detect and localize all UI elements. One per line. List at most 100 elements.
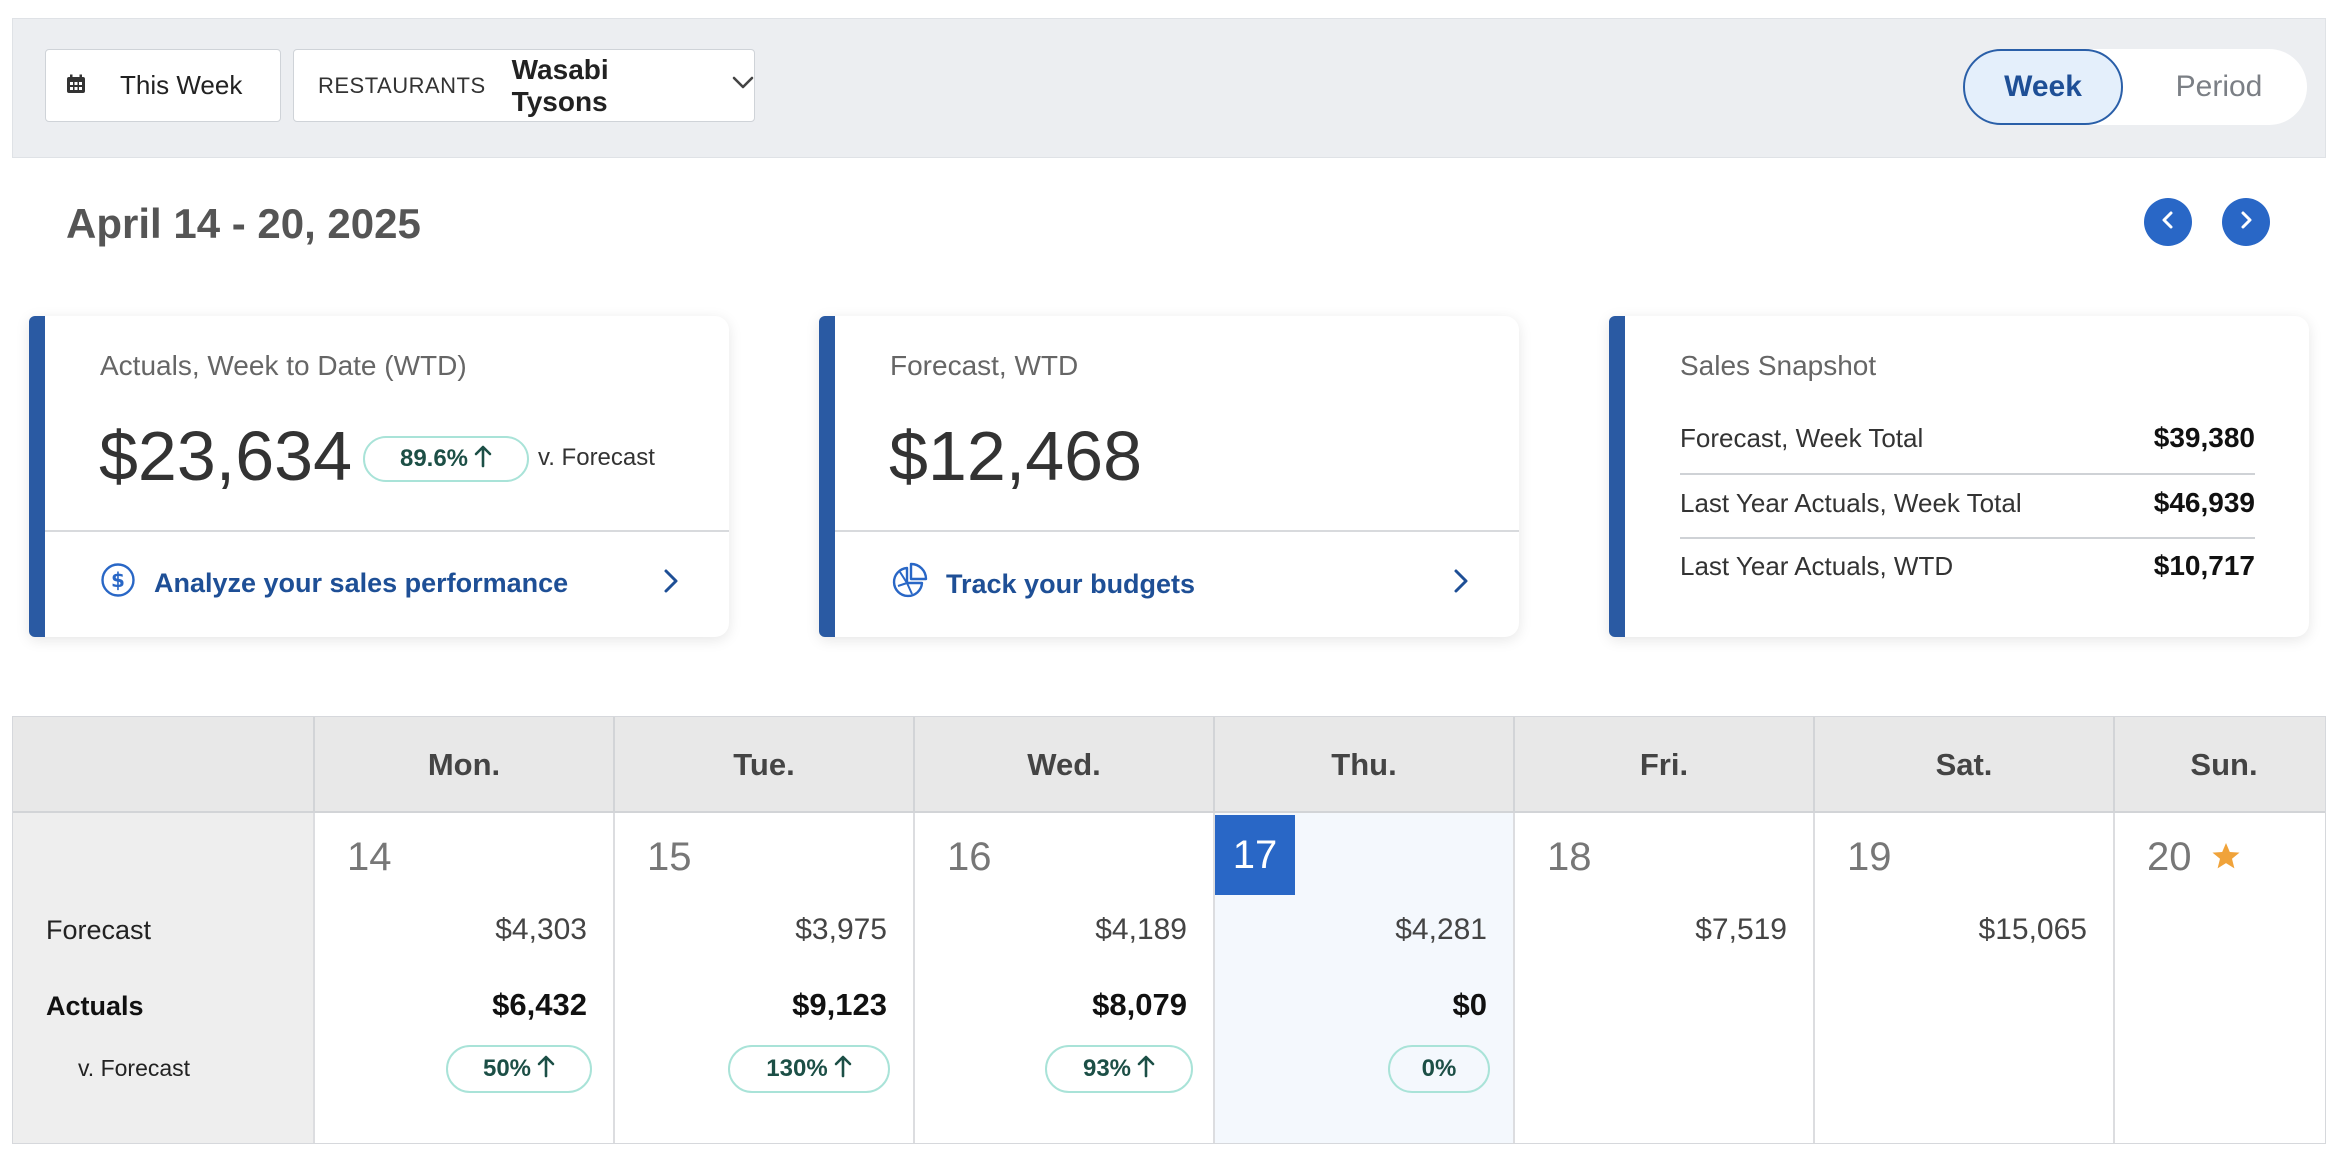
actuals-vs-label: v. Forecast xyxy=(538,444,655,471)
actuals-value: $23,634 xyxy=(99,417,353,495)
chevron-right-icon xyxy=(2237,210,2255,235)
forecast-card-title: Forecast, WTD xyxy=(890,350,1079,381)
analyze-sales-link[interactable]: $ Analyze your sales performance xyxy=(100,562,568,605)
next-week-button[interactable] xyxy=(2222,198,2270,246)
day-pct-badge: 130% xyxy=(728,1045,890,1093)
day-pct-badge: 0% xyxy=(1388,1045,1490,1093)
filter-bar: This Week RESTAURANTS Wasabi Tysons Week… xyxy=(12,18,2326,158)
actuals-card: Actuals, Week to Date (WTD) $23,634 89.6… xyxy=(29,316,729,637)
previous-week-button[interactable] xyxy=(2144,198,2192,246)
calendar-header: Mon. Tue. Wed. Thu. Fri. Sat. Sun. xyxy=(13,717,2325,813)
snapshot-row-value: $39,380 xyxy=(2153,422,2255,453)
arrow-up-icon xyxy=(834,1054,852,1085)
day-forecast: $15,065 xyxy=(1978,913,2087,946)
restaurant-select-label: RESTAURANTS xyxy=(318,72,486,98)
dollar-circle-icon: $ xyxy=(100,562,136,605)
day-header-tue: Tue. xyxy=(613,717,913,813)
analyze-sales-link-label: Analyze your sales performance xyxy=(154,568,569,598)
day-cell-thu[interactable]: 17 $4,281 $0 0% xyxy=(1213,813,1513,1143)
restaurant-select-value: Wasabi Tysons xyxy=(511,53,609,117)
actuals-card-title: Actuals, Week to Date (WTD) xyxy=(100,350,467,381)
day-actual: $9,123 xyxy=(792,987,887,1022)
pie-chart-icon xyxy=(890,562,928,607)
snapshot-divider xyxy=(1680,537,2255,539)
day-pct-value: 50% xyxy=(482,1055,532,1082)
forecast-value: $12,468 xyxy=(889,417,1143,495)
day-number: 20 xyxy=(2147,835,2192,879)
view-toggle: Week Period xyxy=(1963,49,2307,125)
snapshot-row-label: Forecast, Week Total xyxy=(1680,422,1924,453)
card-accent-bar xyxy=(819,316,835,637)
day-header-sat: Sat. xyxy=(1813,717,2113,813)
day-actual: $6,432 xyxy=(492,987,587,1022)
actuals-row-label: Actuals xyxy=(46,991,144,1021)
snapshot-row: Last Year Actuals, Week Total $46,939 xyxy=(1680,471,2255,535)
vs-forecast-row-label: v. Forecast xyxy=(78,1055,191,1081)
row-labels-column: Forecast Actuals v. Forecast xyxy=(13,813,313,1143)
track-budgets-link[interactable]: Track your budgets xyxy=(890,562,1195,607)
day-cell-sun[interactable]: 20 xyxy=(2113,813,2325,1143)
day-forecast: $4,189 xyxy=(1095,913,1187,946)
day-forecast: $7,519 xyxy=(1695,913,1787,946)
week-picker-label: This Week xyxy=(120,70,243,100)
week-picker-button[interactable]: This Week xyxy=(45,49,281,122)
snapshot-divider xyxy=(1680,473,2255,475)
forecast-row-label: Forecast xyxy=(46,915,152,945)
actuals-pct-badge: 89.6% xyxy=(363,436,529,482)
day-pct-value: 0% xyxy=(1421,1055,1457,1082)
chevron-right-icon[interactable] xyxy=(663,568,679,599)
day-header-sun: Sun. xyxy=(2113,717,2325,813)
day-cell-sat[interactable]: 19 $15,065 xyxy=(1813,813,2113,1143)
snapshot-row: Forecast, Week Total $39,380 xyxy=(1680,406,2255,470)
sales-snapshot-title: Sales Snapshot xyxy=(1680,350,1877,381)
card-accent-bar xyxy=(29,316,45,637)
calendar-icon xyxy=(66,70,86,101)
day-cell-wed[interactable]: 16 $4,189 $8,079 93% xyxy=(913,813,1213,1143)
snapshot-row: Last Year Actuals, WTD $10,717 xyxy=(1680,534,2255,598)
day-cell-fri[interactable]: 18 $7,519 xyxy=(1513,813,1813,1143)
snapshot-row-value: $10,717 xyxy=(2153,550,2255,581)
day-actual: $8,079 xyxy=(1092,987,1187,1022)
day-forecast: $3,975 xyxy=(795,913,887,946)
date-range-title: April 14 - 20, 2025 xyxy=(66,200,421,247)
day-actual: $0 xyxy=(1452,987,1487,1022)
day-pct-badge: 93% xyxy=(1045,1045,1193,1093)
day-header-wed: Wed. xyxy=(913,717,1213,813)
snapshot-row-value: $46,939 xyxy=(2153,487,2255,518)
toggle-week[interactable]: Week xyxy=(1963,49,2123,125)
day-header-fri: Fri. xyxy=(1513,717,1813,813)
day-pct-badge: 50% xyxy=(446,1045,592,1093)
actuals-pct-value: 89.6% xyxy=(399,445,469,472)
card-divider xyxy=(45,530,729,532)
day-number: 18 xyxy=(1547,835,1592,879)
restaurant-select[interactable]: RESTAURANTS Wasabi Tysons xyxy=(293,49,755,122)
arrow-up-icon xyxy=(474,444,492,475)
svg-text:$: $ xyxy=(111,568,125,592)
day-pct-value: 130% xyxy=(766,1055,828,1082)
day-number: 15 xyxy=(647,835,692,879)
chevron-right-icon[interactable] xyxy=(1453,568,1469,599)
day-number: 16 xyxy=(947,835,992,879)
day-number: 14 xyxy=(347,835,392,879)
day-forecast: $4,303 xyxy=(495,913,587,946)
day-cell-mon[interactable]: 14 $4,303 $6,432 50% xyxy=(313,813,613,1143)
card-divider xyxy=(835,530,1519,532)
card-accent-bar xyxy=(1609,316,1625,637)
forecast-card: Forecast, WTD $12,468 Track your budgets xyxy=(819,316,1519,637)
day-pct-value: 93% xyxy=(1082,1055,1132,1082)
arrow-up-icon xyxy=(537,1054,555,1085)
sales-snapshot-card: Sales Snapshot Forecast, Week Total $39,… xyxy=(1609,316,2309,637)
track-budgets-link-label: Track your budgets xyxy=(946,569,1196,599)
day-number: 19 xyxy=(1847,835,1892,879)
day-forecast: $4,281 xyxy=(1395,913,1487,946)
toggle-period[interactable]: Period xyxy=(2175,70,2263,103)
weekly-calendar: Mon. Tue. Wed. Thu. Fri. Sat. Sun. Forec… xyxy=(12,716,2326,1144)
chevron-left-icon xyxy=(2159,210,2177,235)
snapshot-row-label: Last Year Actuals, Week Total xyxy=(1680,487,2022,518)
day-cell-tue[interactable]: 15 $3,975 $9,123 130% xyxy=(613,813,913,1143)
star-icon xyxy=(2211,841,2241,876)
day-header-thu: Thu. xyxy=(1213,717,1513,813)
snapshot-row-label: Last Year Actuals, WTD xyxy=(1680,550,1954,581)
day-header-mon: Mon. xyxy=(313,717,613,813)
arrow-up-icon xyxy=(1137,1054,1155,1085)
